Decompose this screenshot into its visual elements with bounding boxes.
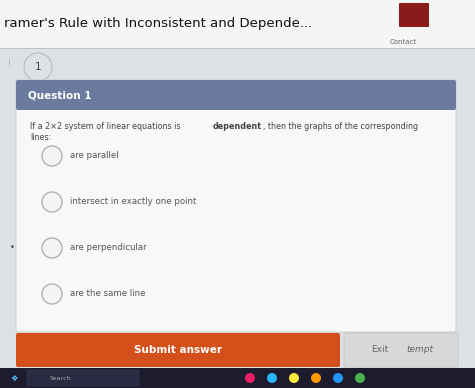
Text: ❖: ❖: [10, 374, 18, 383]
FancyBboxPatch shape: [16, 80, 456, 332]
Text: •: •: [10, 244, 15, 253]
FancyBboxPatch shape: [0, 0, 475, 48]
FancyBboxPatch shape: [18, 102, 454, 108]
Circle shape: [311, 373, 321, 383]
Text: ⁞: ⁞: [8, 58, 11, 68]
Text: Contact: Contact: [390, 39, 417, 45]
Text: Search: Search: [50, 376, 72, 381]
Text: Question 1: Question 1: [28, 90, 92, 100]
FancyBboxPatch shape: [16, 333, 340, 367]
Text: tempt: tempt: [407, 345, 434, 355]
Text: ramer's Rule with Inconsistent and Depende...: ramer's Rule with Inconsistent and Depen…: [4, 17, 312, 31]
Circle shape: [333, 373, 343, 383]
Circle shape: [245, 373, 255, 383]
FancyBboxPatch shape: [0, 368, 475, 388]
Text: 1: 1: [35, 62, 41, 72]
FancyBboxPatch shape: [16, 80, 456, 110]
Circle shape: [42, 146, 62, 166]
Text: lines:: lines:: [30, 133, 51, 142]
FancyBboxPatch shape: [344, 333, 458, 367]
Text: intersect in exactly one point: intersect in exactly one point: [70, 197, 196, 206]
Circle shape: [355, 373, 365, 383]
Text: dependent: dependent: [213, 122, 262, 131]
Circle shape: [42, 284, 62, 304]
FancyBboxPatch shape: [27, 370, 139, 386]
Text: If a 2×2 system of linear equations is: If a 2×2 system of linear equations is: [30, 122, 183, 131]
Circle shape: [24, 53, 52, 81]
Text: Exit: Exit: [371, 345, 389, 355]
Text: are parallel: are parallel: [70, 151, 119, 161]
Circle shape: [267, 373, 277, 383]
Circle shape: [42, 238, 62, 258]
FancyBboxPatch shape: [399, 3, 429, 27]
Text: Submit answer: Submit answer: [134, 345, 222, 355]
Circle shape: [289, 373, 299, 383]
Text: are perpendicular: are perpendicular: [70, 244, 147, 253]
Text: , then the graphs of the corresponding: , then the graphs of the corresponding: [263, 122, 418, 131]
Text: are the same line: are the same line: [70, 289, 145, 298]
Circle shape: [42, 192, 62, 212]
